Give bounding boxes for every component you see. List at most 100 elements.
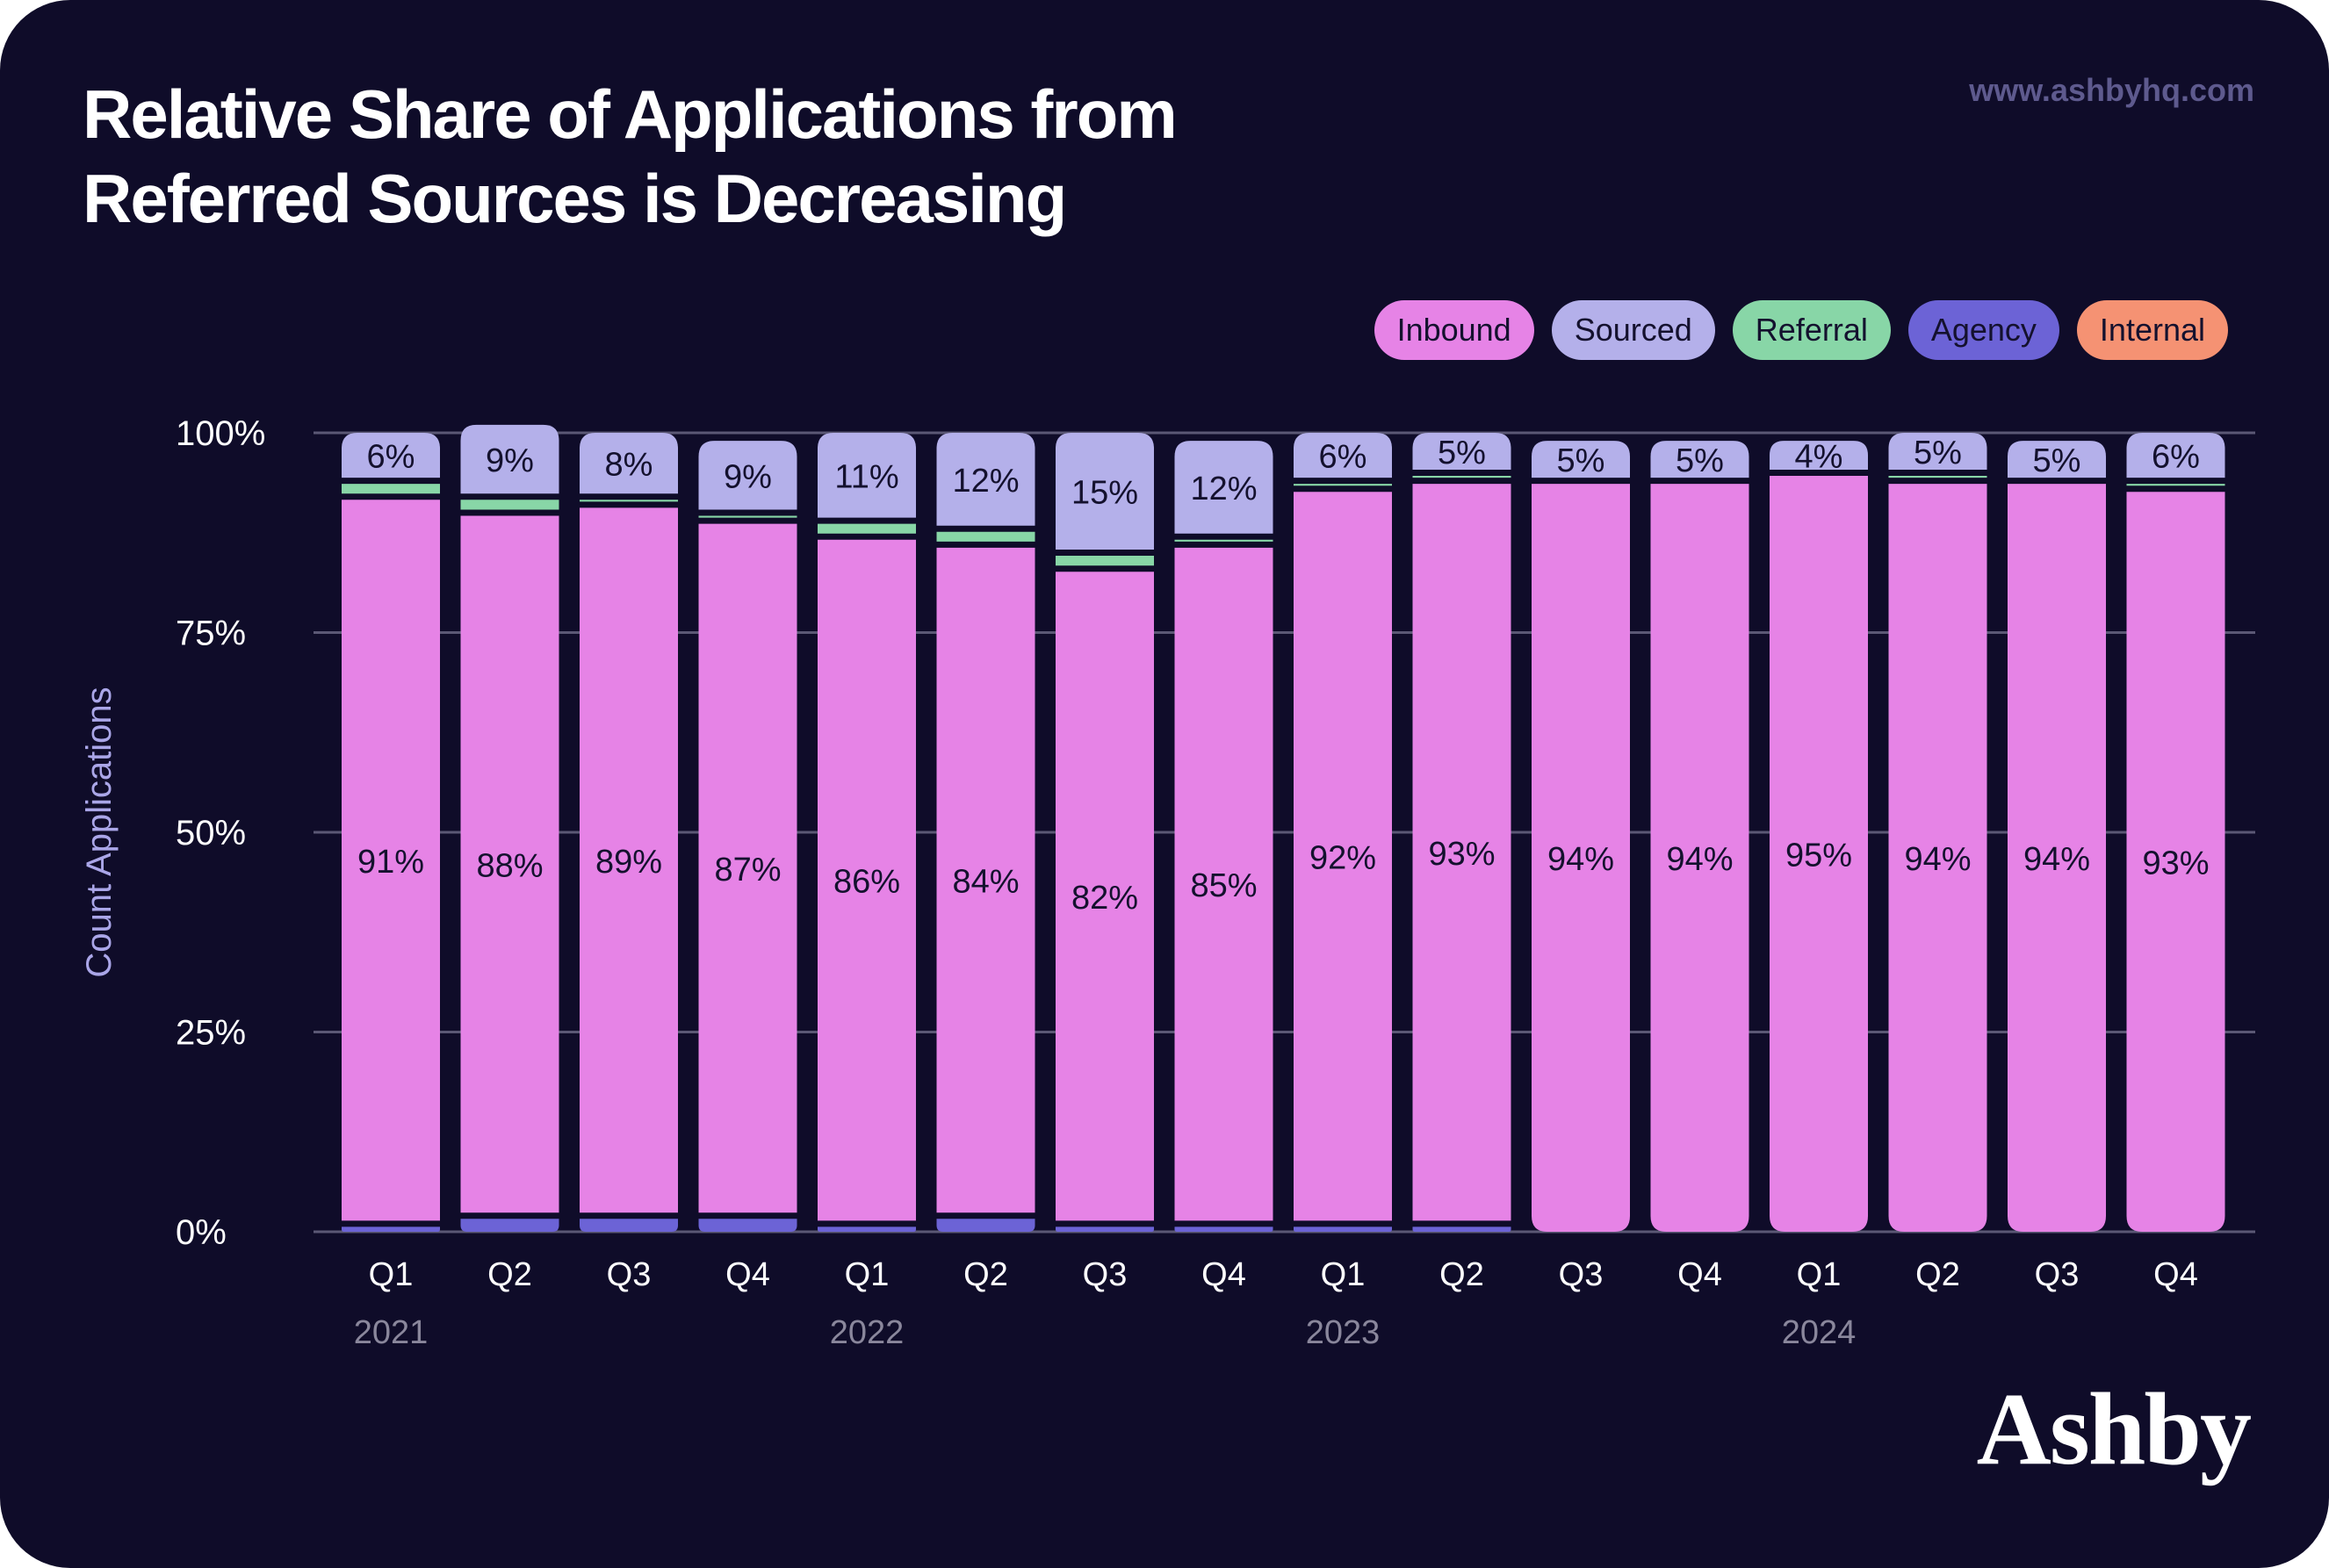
data-label-sourced: 5% — [2033, 442, 2081, 479]
x-tick-label: Q1 — [1321, 1256, 1366, 1293]
bar-segment-sourced — [1174, 441, 1273, 534]
chart-title: Relative Share of Applications from Refe… — [83, 72, 1400, 241]
bar-segment-referral — [2126, 484, 2225, 486]
data-label-inbound: 92% — [1309, 839, 1376, 876]
legend-item-inbound[interactable]: Inbound — [1374, 300, 1534, 360]
data-label-sourced: 5% — [1914, 435, 1962, 471]
bar-segment-sourced — [1532, 441, 1630, 478]
data-label-inbound: 93% — [2142, 845, 2209, 882]
bar-segment-inbound — [2008, 484, 2106, 1232]
x-tick-label: Q4 — [725, 1256, 770, 1293]
bar-segment-inbound — [1888, 484, 1987, 1232]
y-axis-label: Count Applications — [80, 687, 119, 977]
bar-segment-inbound — [580, 507, 678, 1213]
website-url[interactable]: www.ashbyhq.com — [1969, 72, 2254, 108]
data-label-sourced: 11% — [834, 458, 898, 495]
x-tick-label: Q4 — [1201, 1256, 1246, 1293]
bar-segment-sourced — [342, 433, 440, 478]
bar-segment-sourced — [1412, 433, 1511, 470]
data-label-inbound: 84% — [952, 864, 1019, 901]
x-tick-label: Q3 — [1559, 1256, 1604, 1293]
data-label-sourced: 5% — [1557, 442, 1605, 479]
data-label-inbound: 94% — [1904, 841, 1971, 878]
bar-segment-agency — [698, 1219, 797, 1232]
ashby-logo: Ashby — [1976, 1371, 2252, 1486]
data-label-inbound: 94% — [1547, 841, 1614, 878]
x-tick-label: Q2 — [487, 1256, 532, 1293]
bar-segment-agency — [342, 1226, 440, 1232]
bar-segment-sourced — [2008, 441, 2106, 478]
data-label-sourced: 12% — [952, 463, 1019, 500]
y-tick-label: 75% — [176, 615, 246, 653]
legend-item-agency[interactable]: Agency — [1907, 300, 2059, 360]
x-tick-label: Q3 — [1083, 1256, 1128, 1293]
legend-label: Internal — [2099, 312, 2205, 348]
data-label-inbound: 89% — [595, 844, 662, 881]
bar-segment-referral — [1294, 484, 1392, 486]
legend-label: Referral — [1755, 312, 1868, 348]
title-line-1: Relative Share of Applications from — [83, 76, 1178, 153]
bar-segment-inbound — [1770, 476, 1868, 1232]
x-tick-label: Q2 — [963, 1256, 1008, 1293]
data-label-sourced: 6% — [367, 439, 415, 476]
y-tick-label: 25% — [176, 1014, 246, 1053]
bar-segment-inbound — [1294, 492, 1392, 1221]
data-label-inbound: 88% — [476, 847, 543, 884]
data-label-inbound: 95% — [1785, 838, 1852, 874]
data-label-inbound: 82% — [1071, 880, 1138, 917]
data-label-sourced: 4% — [1795, 439, 1843, 476]
bar-segment-inbound — [1532, 484, 1630, 1232]
x-tick-label: Q1 — [1797, 1256, 1842, 1293]
legend-item-referral[interactable]: Referral — [1732, 300, 1891, 360]
bar-segment-sourced — [580, 433, 678, 494]
bar-segment-sourced — [698, 441, 797, 510]
year-label: 2021 — [354, 1314, 429, 1351]
data-label-inbound: 94% — [1666, 841, 1733, 878]
bar-segment-inbound — [2126, 492, 2225, 1232]
bar-segment-referral — [580, 500, 678, 502]
data-label-inbound: 93% — [1428, 836, 1495, 873]
bar-segment-sourced — [818, 433, 916, 518]
bar-segment-inbound — [1650, 484, 1749, 1232]
bar-segment-referral — [698, 515, 797, 518]
x-tick-label: Q3 — [2035, 1256, 2080, 1293]
data-label-inbound: 85% — [1190, 867, 1257, 904]
bar-segment-agency — [580, 1219, 678, 1232]
data-label-sourced: 6% — [1319, 439, 1367, 476]
data-label-sourced: 5% — [1438, 435, 1486, 471]
data-label-inbound: 91% — [357, 844, 424, 881]
data-label-sourced: 5% — [1676, 442, 1724, 479]
bar-segment-inbound — [1056, 572, 1154, 1221]
bar-segment-referral — [1412, 476, 1511, 478]
bar-segment-referral — [460, 500, 559, 510]
legend-item-sourced[interactable]: Sourced — [1551, 300, 1715, 360]
data-label-sourced: 8% — [605, 447, 653, 484]
legend: Inbound Sourced Referral Agency Internal — [1374, 300, 2228, 360]
data-label-sourced: 6% — [2152, 439, 2200, 476]
bar-segment-agency — [1056, 1226, 1154, 1232]
x-tick-label: Q1 — [845, 1256, 890, 1293]
bar-segment-agency — [818, 1226, 916, 1232]
bar-segment-referral — [1888, 476, 1987, 478]
year-label: 2022 — [830, 1314, 905, 1351]
data-label-sourced: 15% — [1071, 475, 1138, 512]
data-label-sourced: 12% — [1190, 471, 1257, 507]
data-label-inbound: 86% — [833, 864, 900, 901]
legend-item-internal[interactable]: Internal — [2076, 300, 2228, 360]
legend-label: Inbound — [1396, 312, 1511, 348]
bar-segment-sourced — [936, 433, 1035, 526]
data-label-sourced: 9% — [724, 458, 772, 495]
bar-segment-inbound — [698, 523, 797, 1213]
bar-segment-inbound — [1412, 484, 1511, 1221]
year-label: 2023 — [1306, 1314, 1381, 1351]
bar-segment-sourced — [1294, 433, 1392, 478]
x-tick-label: Q3 — [607, 1256, 652, 1293]
bar-segment-inbound — [1174, 547, 1273, 1221]
x-tick-label: Q2 — [1915, 1256, 1960, 1293]
bar-segment-agency — [936, 1219, 1035, 1232]
title-line-2: Referred Sources is Decreasing — [83, 160, 1067, 237]
bar-segment-inbound — [936, 547, 1035, 1213]
x-tick-label: Q4 — [2153, 1256, 2198, 1293]
